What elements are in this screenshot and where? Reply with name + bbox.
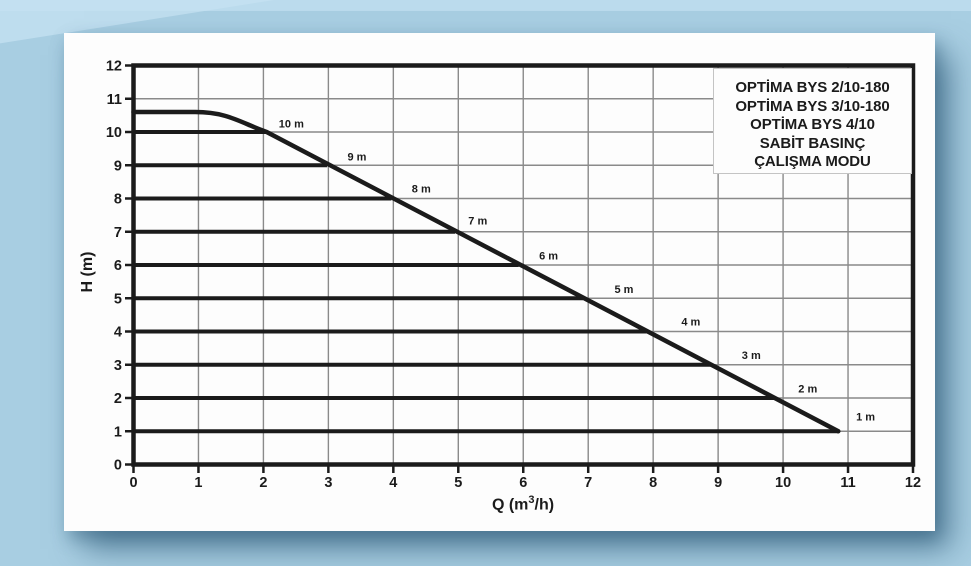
tick-marks [125, 64, 915, 473]
y-axis-title: H (m) [79, 251, 96, 293]
svg-text:9: 9 [114, 158, 122, 174]
svg-text:3: 3 [114, 358, 122, 374]
svg-text:1: 1 [114, 424, 122, 440]
svg-text:6: 6 [114, 258, 122, 274]
iso-head-labels: 10 m 9 m 8 m 7 m 6 m 5 m 4 m 3 m 2 m 1 m [279, 119, 875, 424]
svg-text:8: 8 [649, 475, 657, 491]
svg-text:7: 7 [114, 225, 122, 241]
svg-text:10: 10 [106, 125, 122, 141]
svg-text:3: 3 [324, 475, 332, 491]
svg-text:0: 0 [129, 475, 137, 491]
svg-text:2: 2 [259, 475, 267, 491]
svg-text:11: 11 [840, 475, 855, 491]
iso-head-label-6m: 6 m [539, 251, 558, 263]
svg-text:7: 7 [584, 475, 592, 491]
svg-text:12: 12 [106, 59, 122, 75]
chart-legend: OPTİMA BYS 2/10-180 OPTİMA BYS 3/10-180 … [713, 68, 912, 174]
legend-line-model-1: OPTİMA BYS 2/10-180 [735, 79, 890, 96]
legend-line-model-2: OPTİMA BYS 3/10-180 [735, 97, 890, 115]
x-tick-labels: 0 1 2 3 4 5 6 7 8 9 10 11 12 [129, 475, 921, 491]
svg-text:1: 1 [194, 475, 202, 491]
svg-text:10: 10 [775, 475, 791, 491]
max-head-curve [131, 109, 841, 434]
iso-head-label-1m: 1 m [856, 412, 875, 424]
legend-line-model-3: OPTİMA BYS 4/10 [750, 116, 875, 133]
iso-head-lines [135, 130, 839, 434]
svg-text:4: 4 [389, 475, 397, 491]
svg-text:5: 5 [114, 291, 122, 307]
x-axis-title: Q (m3/h) [492, 494, 554, 514]
iso-head-label-2m: 2 m [798, 384, 817, 396]
svg-text:0: 0 [114, 458, 122, 474]
x-axis-title-post: /h) [534, 496, 555, 514]
svg-text:5: 5 [454, 475, 462, 491]
iso-head-label-7m: 7 m [468, 215, 487, 227]
legend-line-mode-2: ÇALIŞMA MODU [754, 153, 871, 170]
svg-text:12: 12 [905, 475, 921, 491]
svg-text:9: 9 [714, 475, 722, 491]
iso-head-label-9m: 9 m [347, 151, 366, 163]
svg-text:11: 11 [107, 92, 122, 108]
iso-head-label-4m: 4 m [681, 317, 700, 329]
svg-text:8: 8 [114, 192, 122, 208]
svg-text:2: 2 [114, 391, 122, 407]
background-top-band [0, 0, 971, 11]
legend-line-mode-1: SABİT BASINÇ [759, 134, 866, 152]
iso-head-label-5m: 5 m [614, 284, 633, 296]
iso-head-label-10m: 10 m [279, 119, 304, 131]
svg-text:4: 4 [114, 325, 122, 341]
plot-frame [131, 63, 916, 467]
x-axis-title-sup: 3 [528, 494, 535, 506]
svg-text:6: 6 [519, 475, 527, 491]
iso-head-label-8m: 8 m [412, 184, 431, 196]
x-axis-title-pre: Q (m [491, 496, 529, 514]
iso-head-label-3m: 3 m [742, 350, 761, 362]
